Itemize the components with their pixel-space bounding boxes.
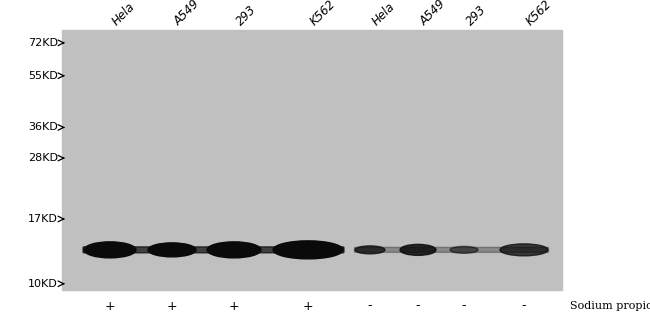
Text: Hela: Hela xyxy=(110,0,138,28)
Ellipse shape xyxy=(84,242,136,258)
Text: +: + xyxy=(229,300,239,313)
Ellipse shape xyxy=(355,246,385,254)
FancyBboxPatch shape xyxy=(354,247,549,253)
Ellipse shape xyxy=(400,244,436,256)
Text: 36KD: 36KD xyxy=(28,123,58,133)
Text: A549: A549 xyxy=(418,0,448,28)
Text: -: - xyxy=(462,300,466,313)
Ellipse shape xyxy=(207,242,261,258)
Text: 17KD: 17KD xyxy=(28,214,58,224)
Text: 55KD: 55KD xyxy=(28,71,58,81)
Text: 72KD: 72KD xyxy=(28,38,58,48)
Ellipse shape xyxy=(450,246,478,254)
Text: Hela: Hela xyxy=(370,0,398,28)
Text: K562: K562 xyxy=(308,0,339,28)
Text: A549: A549 xyxy=(172,0,203,28)
Text: -: - xyxy=(368,300,372,313)
Text: 293: 293 xyxy=(464,3,489,28)
Text: -: - xyxy=(416,300,421,313)
Text: 293: 293 xyxy=(234,3,259,28)
Text: 10KD: 10KD xyxy=(28,279,58,289)
Ellipse shape xyxy=(148,243,196,257)
Text: K562: K562 xyxy=(524,0,554,28)
Text: +: + xyxy=(105,300,115,313)
Ellipse shape xyxy=(273,241,343,259)
Text: 28KD: 28KD xyxy=(28,153,58,163)
Ellipse shape xyxy=(500,244,548,256)
Text: +: + xyxy=(303,300,313,313)
FancyBboxPatch shape xyxy=(83,247,344,253)
Text: Sodium propionate 10mM/4h: Sodium propionate 10mM/4h xyxy=(570,301,650,311)
Text: +: + xyxy=(166,300,177,313)
Text: -: - xyxy=(522,300,526,313)
